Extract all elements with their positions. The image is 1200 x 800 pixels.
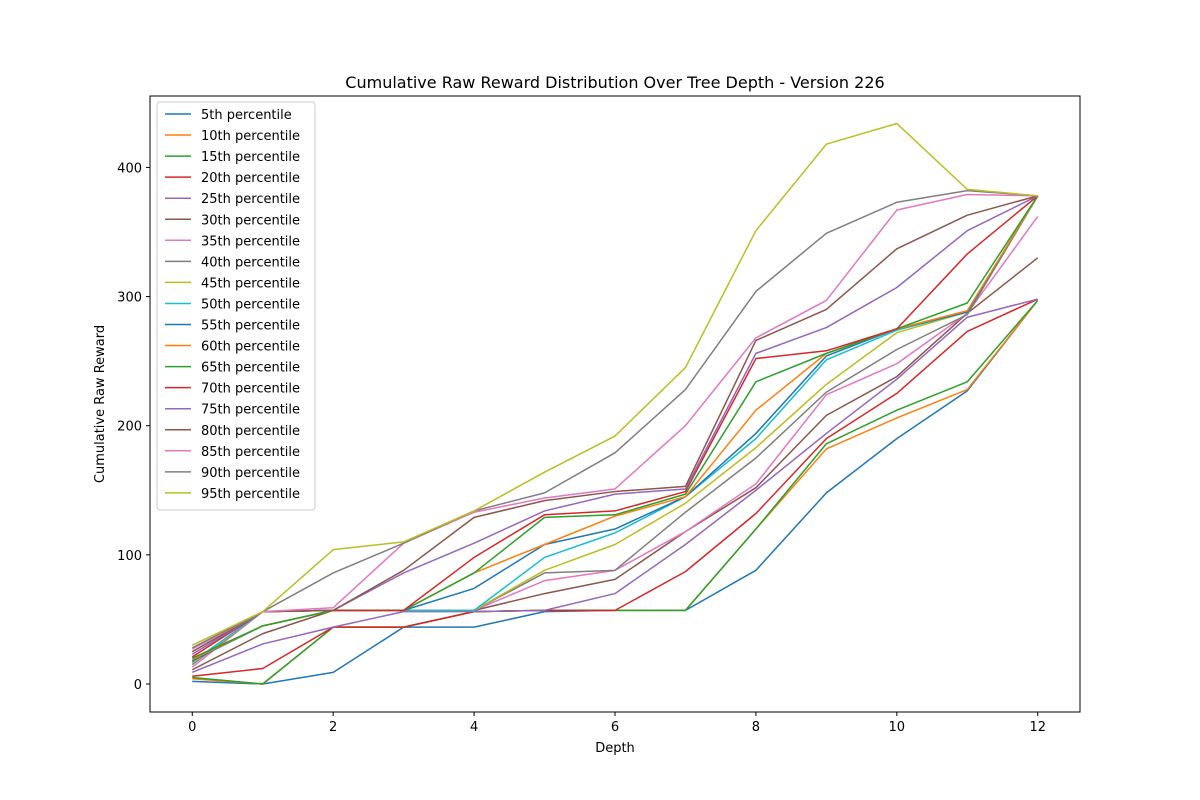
legend-label: 60th percentile — [201, 340, 300, 355]
legend-label: 30th percentile — [201, 213, 300, 228]
x-axis-label: Depth — [595, 741, 635, 756]
legend-label: 70th percentile — [201, 382, 300, 397]
y-tick-label: 400 — [117, 161, 142, 176]
series-line-25th-percentile — [191, 298, 1038, 674]
legend-box — [156, 101, 316, 511]
x-tick-label: 2 — [329, 720, 337, 735]
series-line-95th-percentile — [191, 122, 1038, 646]
legend-label: 95th percentile — [201, 487, 300, 502]
legend-label: 10th percentile — [201, 129, 300, 144]
x-tick-label: 12 — [1029, 720, 1046, 735]
legend-label: 45th percentile — [201, 276, 300, 291]
legend-label: 55th percentile — [201, 319, 300, 334]
legend-label: 20th percentile — [201, 171, 300, 186]
legend-label: 90th percentile — [201, 466, 300, 481]
x-tick-label: 0 — [188, 720, 196, 735]
series-line-80th-percentile — [191, 195, 1038, 653]
y-tick-label: 100 — [117, 549, 142, 564]
legend: 5th percentile 10th percentile 15th percen… — [156, 101, 316, 511]
series-layer — [191, 122, 1039, 685]
series-line-85th-percentile — [191, 193, 1038, 650]
legend-label: 80th percentile — [201, 424, 300, 439]
legend-label: 50th percentile — [201, 297, 300, 312]
legend-label: 65th percentile — [201, 361, 300, 376]
x-tick-label: 4 — [470, 720, 478, 735]
legend-label: 5th percentile — [201, 108, 292, 123]
legend-label: 85th percentile — [201, 445, 300, 460]
legend-label: 15th percentile — [201, 150, 300, 165]
x-tick-label: 10 — [889, 720, 906, 735]
x-axis: 0 2 4 6 8 10 12 — [188, 712, 1046, 735]
legend-label: 35th percentile — [201, 234, 300, 249]
legend-label: 75th percentile — [201, 403, 300, 418]
legend-label: 25th percentile — [201, 192, 300, 207]
legend-label: 40th percentile — [201, 255, 300, 270]
y-axis-label: Cumulative Raw Reward — [93, 325, 108, 483]
y-axis: 0 100 200 300 400 — [117, 161, 150, 693]
y-tick-label: 0 — [134, 678, 142, 693]
chart-title: Cumulative Raw Reward Distribution Over … — [345, 73, 884, 92]
x-tick-label: 6 — [611, 720, 619, 735]
series-line-90th-percentile — [191, 189, 1038, 649]
x-tick-label: 8 — [752, 720, 760, 735]
y-tick-label: 300 — [117, 291, 142, 306]
y-tick-label: 200 — [117, 420, 142, 435]
